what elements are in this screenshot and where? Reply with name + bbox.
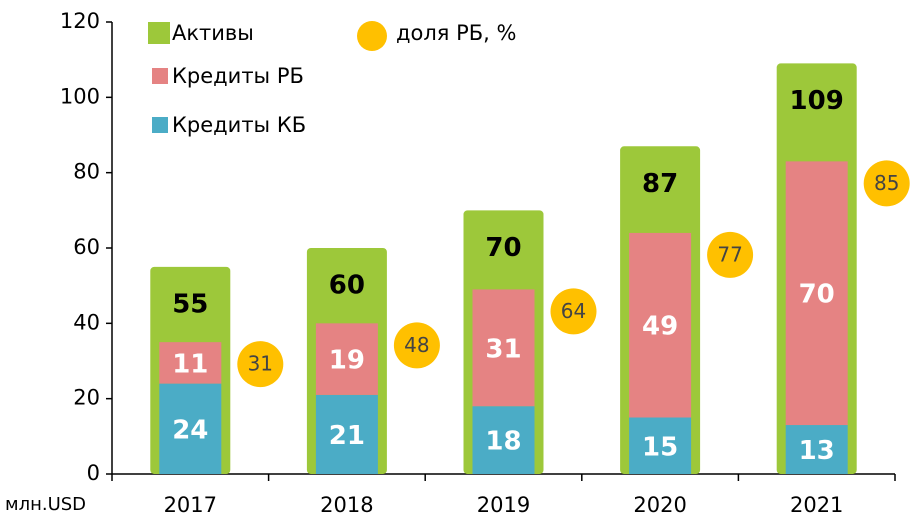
x-tick-label: 2018 <box>320 493 373 517</box>
kb-label: 18 <box>485 427 521 457</box>
x-tick-label: 2017 <box>164 493 217 517</box>
share-label: 64 <box>561 299 586 323</box>
y-tick-label: 40 <box>73 310 100 334</box>
share-marker <box>550 288 597 335</box>
legend-swatch <box>357 21 387 51</box>
kb-label: 24 <box>172 415 208 445</box>
kb-bar <box>629 417 692 474</box>
kb-label: 13 <box>799 436 835 466</box>
rb-bar <box>472 289 535 407</box>
kb-label: 15 <box>642 432 678 462</box>
rb-label: 31 <box>485 334 521 364</box>
share-marker <box>393 322 440 369</box>
rb-label: 11 <box>172 349 208 379</box>
share-label: 31 <box>248 352 273 376</box>
rb-bar <box>159 342 222 384</box>
share-marker <box>707 231 754 278</box>
legend-label: Кредиты РБ <box>172 64 304 88</box>
kb-bar <box>159 383 222 474</box>
rb-label: 70 <box>799 280 835 310</box>
share-label: 85 <box>874 171 899 195</box>
x-tick-label: 2019 <box>477 493 530 517</box>
kb-bar <box>315 394 378 474</box>
legend-label: Активы <box>172 21 254 45</box>
rb-label: 19 <box>329 346 365 376</box>
rb-label: 49 <box>642 312 678 342</box>
legend-swatch <box>152 117 168 133</box>
legend-label: Кредиты КБ <box>172 113 306 137</box>
y-tick-label: 0 <box>87 461 100 485</box>
total-label: 60 <box>329 271 365 301</box>
x-tick-label: 2020 <box>633 493 686 517</box>
share-label: 77 <box>717 242 742 266</box>
y-tick-label: 20 <box>73 386 100 410</box>
total-label: 87 <box>642 169 678 199</box>
rb-bar <box>785 161 848 426</box>
rb-bar <box>315 323 378 395</box>
rb-bar <box>629 232 692 418</box>
share-marker <box>237 341 284 388</box>
kb-label: 21 <box>329 421 365 451</box>
kb-bar <box>472 406 535 474</box>
share-label: 48 <box>404 333 429 357</box>
total-label: 70 <box>485 233 521 263</box>
share-marker <box>863 160 910 207</box>
y-tick-label: 100 <box>60 84 100 108</box>
y-tick-label: 120 <box>60 9 100 33</box>
total-label: 109 <box>790 86 844 116</box>
total-label: 55 <box>172 289 208 319</box>
y-tick-label: 80 <box>73 160 100 184</box>
legend-swatch <box>148 22 170 44</box>
legend-label: доля РБ, % <box>396 21 516 45</box>
legend-swatch <box>152 68 168 84</box>
kb-bar <box>785 425 848 474</box>
axis-label: млн.USD <box>5 494 86 515</box>
x-tick-label: 2021 <box>790 493 843 517</box>
y-tick-label: 60 <box>73 235 100 259</box>
